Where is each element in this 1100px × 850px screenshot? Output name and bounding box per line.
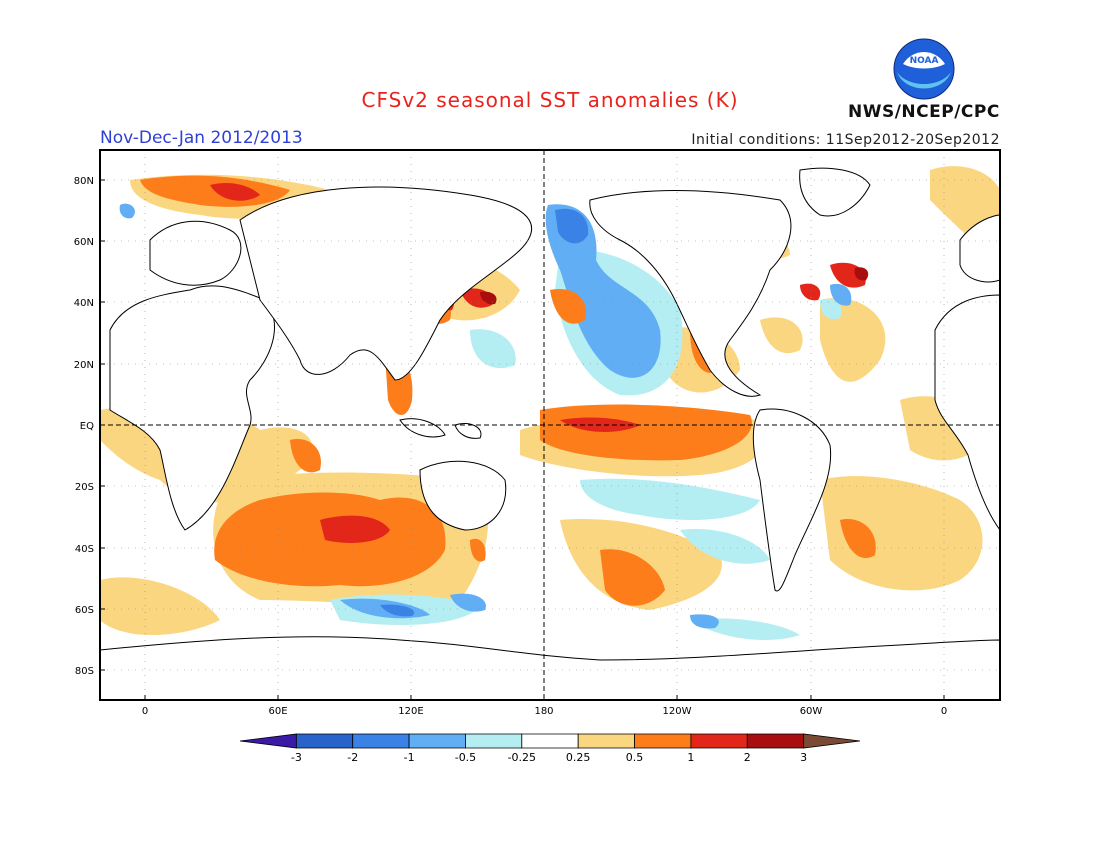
- colorbar-swatch: [521, 733, 579, 749]
- colorbar-swatch: [803, 733, 861, 749]
- grid-lines: [100, 150, 1000, 700]
- lon-label: 120E: [398, 706, 423, 717]
- colorbar-tick-label: 2: [744, 751, 751, 764]
- lat-label: 60N: [74, 237, 94, 248]
- lon-label: 180: [534, 706, 553, 717]
- lat-label: 20N: [74, 360, 94, 371]
- colorbar-tick-label: 0.5: [626, 751, 644, 764]
- colorbar-tick-label: -1: [404, 751, 415, 764]
- lat-label: 80N: [74, 176, 94, 187]
- lat-label: 60S: [75, 605, 94, 616]
- lat-labels: 80N 60N 40N 20N EQ 20S 40S 60S 80S: [74, 176, 94, 677]
- lon-labels: 0 60E 120E 180 120W 60W 0: [142, 706, 947, 717]
- lat-label: 20S: [75, 482, 94, 493]
- lon-label: 120W: [663, 706, 692, 717]
- lon-label: 60E: [268, 706, 287, 717]
- colorbar-swatch: [690, 733, 748, 749]
- lat-ticks: [100, 179, 945, 700]
- logo-text: NOAA: [910, 56, 939, 66]
- warm-extreme-patches: [480, 267, 869, 305]
- lon-label: 60W: [800, 706, 823, 717]
- map-frame: [99, 149, 1001, 701]
- colorbar-swatch: [577, 733, 635, 749]
- noaa-logo-icon: NOAA: [893, 38, 955, 100]
- map-title: CFSv2 seasonal SST anomalies (K): [361, 88, 739, 112]
- colorbar-swatch: [408, 733, 466, 749]
- colorbar-tick-label: 1: [687, 751, 694, 764]
- colorbar-swatch: [746, 733, 805, 749]
- lat-label: 40S: [75, 544, 94, 555]
- lon-label: 0: [941, 706, 947, 717]
- coastlines: [100, 167, 1000, 700]
- colorbar-tick-label: 3: [800, 751, 807, 764]
- lon-label: 0: [142, 706, 148, 717]
- colorbar-tick-label: -3: [291, 751, 302, 764]
- cool-strong-patches: [380, 208, 589, 617]
- lat-label: 80S: [75, 666, 94, 677]
- colorbar-tick-label: 0.25: [566, 751, 591, 764]
- colorbar-swatch: [352, 733, 410, 749]
- colorbar-tick-label: -0.25: [508, 751, 536, 764]
- colorbar-tick-label: -2: [347, 751, 358, 764]
- agency-label: NWS/NCEP/CPC: [848, 102, 1000, 122]
- lat-label: 40N: [74, 298, 94, 309]
- colorbar-swatch: [634, 733, 692, 749]
- lat-label: EQ: [80, 421, 94, 432]
- colorbar-swatch: [465, 733, 523, 749]
- initial-conditions-label: Initial conditions: 11Sep2012-20Sep2012: [691, 132, 1000, 148]
- colorbar-swatch: [239, 733, 297, 749]
- colorbar-swatch: [295, 733, 354, 749]
- season-subtitle: Nov-Dec-Jan 2012/2013: [100, 128, 303, 148]
- colorbar: -3 -2 -1 -0.5 -0.25 0.25 0.5 1 2 3: [239, 733, 861, 764]
- colorbar-tick-label: -0.5: [455, 751, 476, 764]
